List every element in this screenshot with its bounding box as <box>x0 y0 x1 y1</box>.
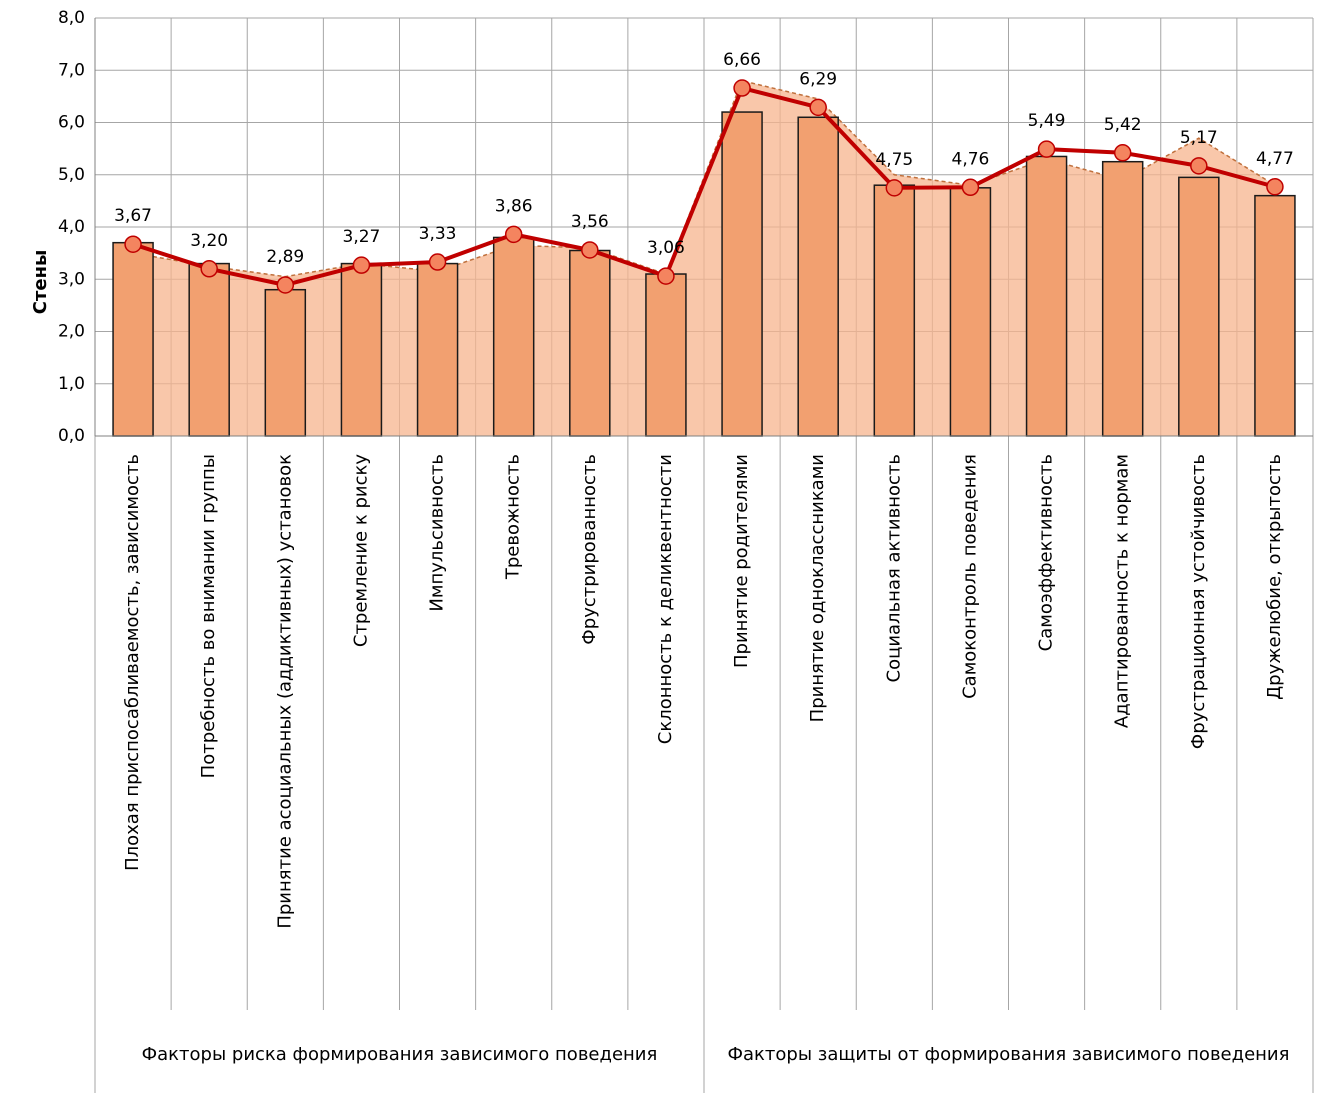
bar <box>873 184 916 437</box>
marker <box>961 178 980 197</box>
y-tick-label: 8,0 <box>58 8 85 28</box>
bar <box>1254 194 1296 437</box>
marker <box>352 256 371 274</box>
bar <box>797 116 839 437</box>
marker <box>428 253 447 271</box>
data-label: 3,20 <box>190 231 228 251</box>
data-label: 2,89 <box>266 247 304 267</box>
x-tick-label: Самоэффективность <box>1036 454 1057 651</box>
marker <box>809 98 827 117</box>
y-tick-label: 0,0 <box>58 426 85 446</box>
data-label: 4,75 <box>875 150 913 170</box>
data-label: 3,27 <box>343 227 381 247</box>
bar <box>721 111 763 437</box>
data-label: 6,66 <box>723 50 761 70</box>
x-tick-label: Тревожность <box>503 454 524 580</box>
bar <box>416 262 459 437</box>
y-tick-label: 5,0 <box>58 165 85 185</box>
x-tick-label: Фрустрационная устойчивость <box>1188 454 1209 749</box>
y-tick-label: 3,0 <box>58 269 85 289</box>
marker <box>657 267 675 285</box>
y-tick-label: 2,0 <box>58 322 85 342</box>
bar <box>1101 160 1144 437</box>
x-tick-label: Принятие одноклассниками <box>807 454 828 722</box>
x-tick-label: Самоконтроль поведения <box>959 454 980 699</box>
marker <box>733 79 751 97</box>
x-tick-label: Потребность во внимании группы <box>198 454 219 778</box>
x-tick-label: Импульсивность <box>427 454 448 612</box>
data-label: 5,49 <box>1028 111 1066 131</box>
marker <box>1113 144 1132 162</box>
x-tick-label: Адаптированность к нормам <box>1112 454 1133 728</box>
data-label: 6,29 <box>799 69 837 89</box>
x-tick-label: Принятие асоциальных (аддиктивных) устан… <box>274 454 295 929</box>
data-label: 5,17 <box>1180 128 1218 148</box>
data-label: 3,56 <box>571 212 609 232</box>
data-label: 4,76 <box>952 149 990 169</box>
bar <box>1178 176 1220 437</box>
data-label: 3,67 <box>114 206 152 226</box>
y-tick-label: 1,0 <box>58 374 85 394</box>
marker <box>1037 140 1056 158</box>
x-tick-label: Дружелюбие, открытость <box>1264 454 1285 700</box>
x-tick-label: Склонность к деликвентности <box>655 454 676 744</box>
bar <box>340 262 383 437</box>
bar <box>569 249 611 437</box>
data-label: 3,86 <box>495 196 533 216</box>
group-label: Факторы риска формирования зависимого по… <box>141 1044 658 1065</box>
x-tick-label: Фрустрированность <box>579 454 600 645</box>
marker <box>124 235 142 253</box>
x-tick-label: Социальная активность <box>883 454 904 683</box>
marker <box>276 276 295 294</box>
group-label-box: Факторы риска формирования зависимого по… <box>141 1044 658 1065</box>
marker <box>581 241 599 259</box>
bar <box>645 273 687 437</box>
y-tick-label: 4,0 <box>58 217 85 237</box>
bar <box>949 187 992 437</box>
x-tick-label: Принятие родителями <box>731 454 752 668</box>
data-label: 3,33 <box>419 224 457 244</box>
y-tick-label: 6,0 <box>58 113 85 133</box>
marker <box>1266 178 1284 196</box>
marker <box>504 225 523 244</box>
marker <box>200 260 218 278</box>
bar <box>112 241 154 437</box>
marker <box>1190 157 1208 175</box>
bar <box>1025 155 1068 437</box>
group-label-box: Факторы защиты от формирования зависимог… <box>727 1044 1290 1065</box>
bar <box>188 262 230 437</box>
y-axis-label: Стены <box>30 250 51 315</box>
x-tick-label: Стремление к риску <box>350 454 371 647</box>
bar <box>264 288 307 437</box>
data-label: 4,77 <box>1256 149 1294 169</box>
group-label: Факторы защиты от формирования зависимог… <box>727 1044 1290 1065</box>
x-tick-label: Плохая приспосабливаемость, зависимость <box>122 454 143 871</box>
marker <box>885 179 904 197</box>
data-label: 5,42 <box>1104 115 1142 135</box>
line <box>132 86 1276 287</box>
y-tick-label: 7,0 <box>58 60 85 80</box>
data-label: 3,06 <box>647 238 685 258</box>
bar <box>492 236 535 437</box>
